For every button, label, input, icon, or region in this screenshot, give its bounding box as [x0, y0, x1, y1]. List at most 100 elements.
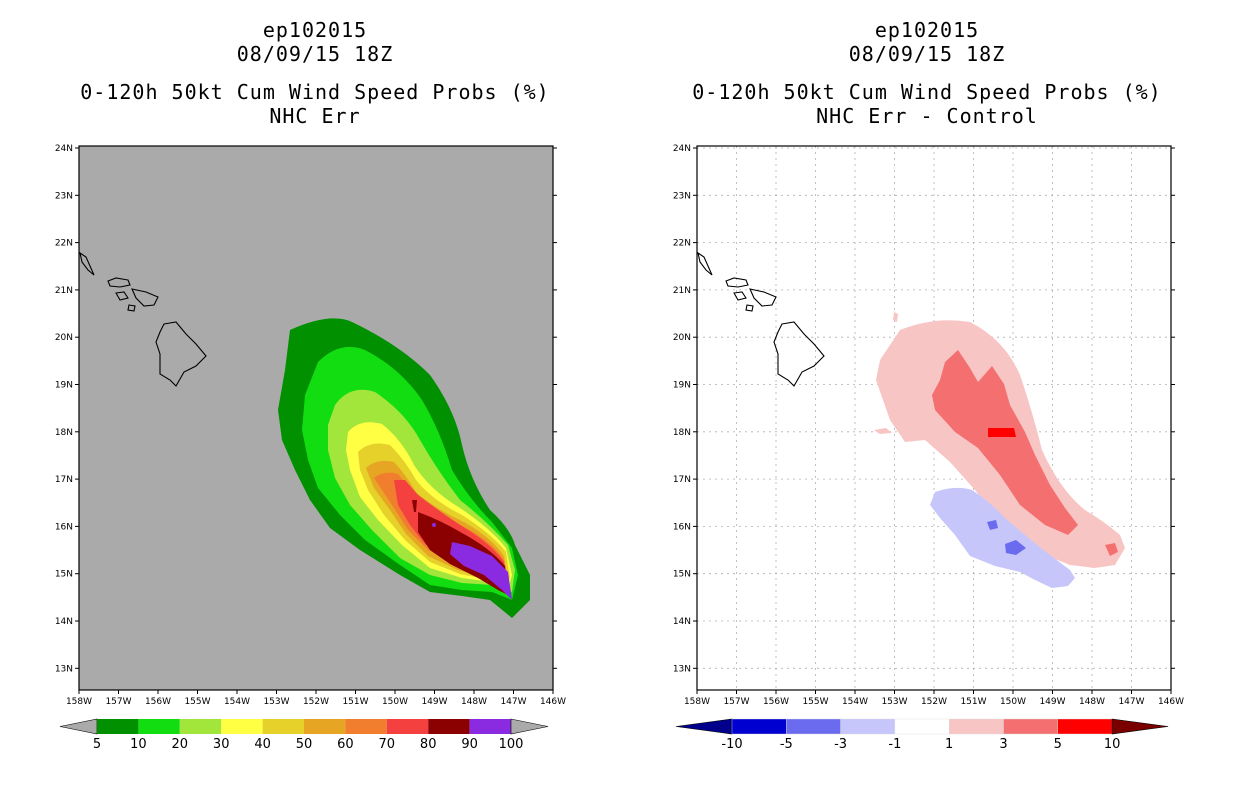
left-colorbar-over-arrow [510, 718, 549, 735]
right-lat-label: 23N [673, 191, 691, 201]
right-lon-label: 155W [802, 697, 828, 707]
right-colorbar-over-arrow [1111, 718, 1169, 735]
left-lon-label: 155W [184, 697, 210, 707]
left-lat-label: 24N [55, 144, 73, 154]
left-lat-label: 14N [55, 617, 73, 627]
left-title-product: 0-120h 50kt Cum Wind Speed Probs (%) [80, 80, 550, 104]
right-axis-labels: 24N 23N 22N 21N 20N 19N 18N 17N 16N 15N 14N 13N 158W… [673, 144, 1184, 707]
right-lat-label: 24N [673, 144, 691, 154]
right-title-time: 08/09/15 18Z [848, 42, 1006, 66]
right-contour-pos1-dot-b [874, 428, 892, 434]
left-axis-ticks [75, 147, 557, 694]
left-colorbar-label: 80 [420, 737, 437, 752]
right-lon-label: 146W [1158, 697, 1184, 707]
left-colorbar-under-arrow [59, 718, 98, 735]
right-colorbar: -10 -5 -3 -1 1 3 5 10 [675, 718, 1169, 752]
left-colorbar-box [221, 719, 263, 734]
right-lon-label: 151W [960, 697, 986, 707]
left-colorbar-box [304, 719, 346, 734]
left-colorbar-box [345, 719, 387, 734]
right-colorbar-label: 5 [1054, 737, 1062, 752]
left-title-time: 08/09/15 18Z [236, 42, 394, 66]
right-lon-label: 157W [723, 697, 749, 707]
right-title-variant: NHC Err - Control [816, 104, 1038, 128]
left-colorbar-label: 10 [130, 737, 147, 752]
right-lat-label: 18N [673, 428, 691, 438]
right-lat-label: 16N [673, 522, 691, 532]
left-contour-90 [450, 542, 512, 600]
right-lat-label: 14N [673, 617, 691, 627]
right-contour-neg3-a [987, 520, 998, 530]
right-colorbar-under-arrow [675, 718, 733, 735]
left-lat-label: 18N [55, 428, 73, 438]
right-title: ep102015 08/09/15 18Z 0-120h 50kt Cum Wi… [667, 18, 1187, 128]
left-lat-label: 16N [55, 522, 73, 532]
right-contour-pos3 [932, 350, 1078, 535]
left-lon-label: 147W [500, 697, 526, 707]
right-lat-label: 13N [673, 664, 691, 674]
left-colorbar-box [262, 719, 304, 734]
right-colorbar-label: -3 [834, 737, 847, 752]
right-colorbar-box [949, 718, 1004, 735]
right-axis-ticks [693, 147, 1175, 694]
right-contour-neg1 [930, 487, 1075, 588]
right-lon-label: 153W [881, 697, 907, 707]
left-lon-label: 153W [263, 697, 289, 707]
left-lon-label: 148W [461, 697, 487, 707]
left-colorbar-label: 30 [213, 737, 230, 752]
right-lon-label: 150W [1000, 697, 1026, 707]
left-colorbar-label: 50 [296, 737, 313, 752]
left-colorbar-label: 20 [172, 737, 189, 752]
left-colorbar-box [386, 719, 429, 734]
right-contour-pos5 [988, 428, 1016, 437]
left-colorbar-label: 5 [93, 737, 101, 752]
right-lat-label: 20N [673, 333, 691, 343]
right-colorbar-box [1057, 718, 1113, 735]
right-colorbar-box [731, 718, 787, 735]
right-lon-label: 149W [1039, 697, 1065, 707]
left-lat-label: 19N [55, 381, 73, 391]
left-axis-labels: 24N 23N 22N 21N 20N 19N 18N 17N 16N 15N 14N 13N 158W… [55, 144, 566, 707]
left-contour-90-spot [432, 523, 436, 527]
right-lon-label: 154W [842, 697, 868, 707]
left-lat-label: 13N [55, 664, 73, 674]
left-colorbar-box [428, 719, 470, 734]
right-colorbar-label: -5 [780, 737, 793, 752]
right-colorbar-box [786, 718, 841, 735]
left-lon-label: 157W [105, 697, 131, 707]
left-lon-label: 149W [421, 697, 447, 707]
right-contour-pos3-tail [1105, 543, 1118, 556]
left-lat-label: 23N [55, 191, 73, 201]
left-colorbar-label: 60 [337, 737, 354, 752]
right-title-product: 0-120h 50kt Cum Wind Speed Probs (%) [692, 80, 1162, 104]
left-title-storm: ep102015 [262, 18, 368, 42]
left-lon-label: 156W [145, 697, 171, 707]
left-colorbar-box [469, 719, 511, 734]
left-lon-label: 146W [540, 697, 566, 707]
right-lat-label: 22N [673, 239, 691, 249]
right-lon-label: 147W [1118, 697, 1144, 707]
left-lat-label: 17N [55, 475, 73, 485]
right-colorbar-box [1003, 718, 1058, 735]
right-colorbar-label: 3 [999, 737, 1007, 752]
right-lat-label: 15N [673, 570, 691, 580]
right-contour-pos1-dot-a [893, 312, 898, 322]
left-colorbar: 5 10 20 30 40 50 60 70 80 90 100 [59, 718, 549, 752]
left-lon-label: 150W [382, 697, 408, 707]
right-difference-contours [874, 312, 1125, 588]
right-colorbar-label: 1 [945, 737, 953, 752]
left-contour-80-spot [412, 500, 417, 512]
right-colorbar-box [894, 718, 950, 735]
right-lat-label: 19N [673, 381, 691, 391]
left-colorbar-box [138, 719, 180, 734]
left-colorbar-label: 100 [499, 737, 524, 752]
left-colorbar-label: 90 [461, 737, 478, 752]
left-lat-label: 15N [55, 570, 73, 580]
left-colorbar-label: 40 [254, 737, 271, 752]
left-lat-label: 20N [55, 333, 73, 343]
left-lon-label: 151W [342, 697, 368, 707]
right-colorbar-label: -1 [888, 737, 901, 752]
right-lon-label: 156W [763, 697, 789, 707]
left-title-variant: NHC Err [269, 104, 361, 128]
